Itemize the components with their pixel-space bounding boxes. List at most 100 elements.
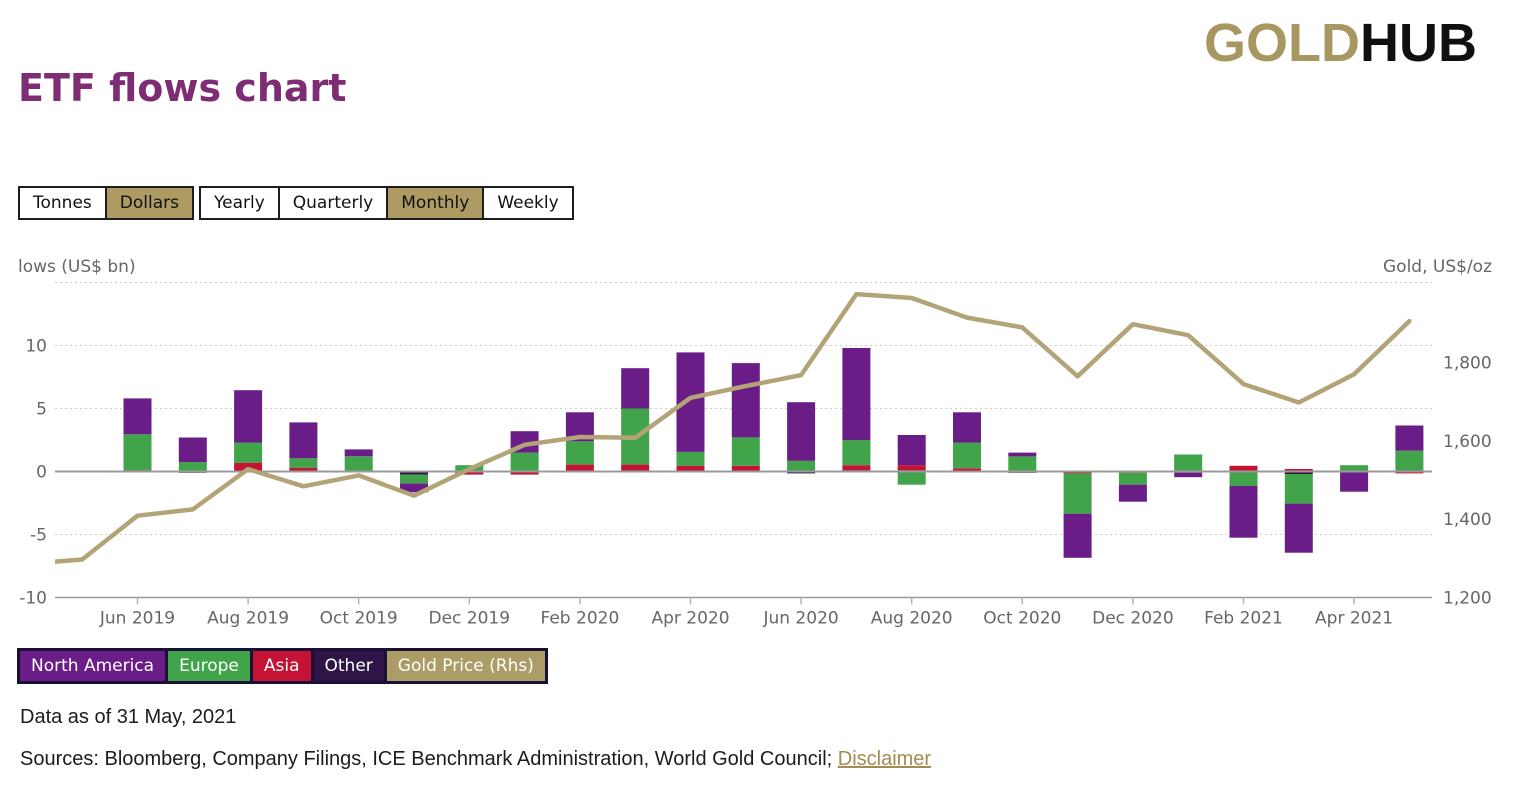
bar-north-america[interactable]	[897, 435, 926, 466]
bar-asia[interactable]	[676, 465, 705, 472]
bar-asia[interactable]	[1118, 471, 1147, 473]
legend-item-gold-price[interactable]: Gold Price (Rhs)	[386, 651, 545, 681]
bar-asia[interactable]	[1229, 465, 1258, 472]
bar-north-america[interactable]	[731, 363, 760, 438]
left-tick-label: 0	[36, 463, 47, 483]
bar-other[interactable]	[1008, 471, 1037, 473]
yearly-button[interactable]: Yearly	[201, 188, 278, 219]
left-axis-title: lows (US$ bn)	[18, 257, 136, 277]
bar-other[interactable]	[787, 471, 816, 474]
bar-north-america[interactable]	[123, 398, 152, 435]
bar-north-america[interactable]	[344, 449, 373, 457]
bar-other[interactable]	[1174, 471, 1203, 473]
bar-asia[interactable]	[510, 471, 539, 475]
bar-north-america[interactable]	[1340, 471, 1369, 492]
bar-north-america[interactable]	[1284, 503, 1313, 553]
legend-item-europe[interactable]: Europe	[168, 651, 250, 681]
bar-north-america[interactable]	[1008, 452, 1037, 457]
x-tick-label: Apr 2020	[651, 609, 729, 629]
bar-europe[interactable]	[178, 462, 207, 472]
x-tick-label: Jun 2020	[762, 609, 838, 629]
bar-europe[interactable]	[1284, 474, 1313, 504]
gold-price-line[interactable]	[27, 291, 1412, 564]
left-tick-label: 10	[25, 337, 47, 357]
bar-europe[interactable]	[289, 458, 318, 468]
bar-north-america[interactable]	[234, 390, 263, 443]
bar-north-america[interactable]	[621, 368, 650, 409]
weekly-button[interactable]: Weekly	[484, 188, 572, 219]
bar-europe[interactable]	[344, 456, 373, 472]
bar-europe[interactable]	[400, 474, 428, 484]
bar-asia[interactable]	[1284, 469, 1313, 472]
bar-europe[interactable]	[1063, 473, 1092, 514]
legend-item-other[interactable]: Other	[313, 651, 384, 681]
bar-other[interactable]	[178, 471, 207, 473]
bar-europe[interactable]	[842, 440, 871, 466]
legend-item-asia[interactable]: Asia	[252, 651, 311, 681]
bar-north-america[interactable]	[1395, 425, 1424, 451]
bar-north-america[interactable]	[289, 422, 318, 459]
bar-europe[interactable]	[953, 442, 981, 469]
bar-asia[interactable]	[1063, 471, 1092, 474]
bar-asia[interactable]	[842, 465, 871, 471]
bar-north-america[interactable]	[787, 402, 816, 461]
page-title: ETF flows chart	[18, 66, 347, 110]
x-tick-label: Dec 2020	[1092, 609, 1174, 629]
bar-north-america[interactable]	[178, 437, 207, 463]
bar-asia[interactable]	[455, 471, 484, 475]
bar-other[interactable]	[400, 471, 428, 475]
disclaimer-link[interactable]: Disclaimer	[837, 748, 932, 770]
bar-europe[interactable]	[565, 441, 594, 465]
x-tick-label: Feb 2021	[1204, 609, 1283, 629]
x-tick-label: Dec 2019	[429, 609, 511, 629]
bar-asia[interactable]	[289, 467, 318, 472]
bar-asia[interactable]	[621, 464, 650, 471]
x-tick-label: Aug 2019	[207, 609, 289, 629]
bar-europe[interactable]	[1008, 456, 1037, 472]
bar-other[interactable]	[1284, 471, 1313, 475]
bar-europe[interactable]	[897, 471, 926, 485]
bar-asia[interactable]	[897, 465, 926, 471]
bar-europe[interactable]	[1229, 471, 1258, 487]
bar-europe[interactable]	[234, 442, 263, 463]
bar-europe[interactable]	[1340, 465, 1369, 472]
bar-europe[interactable]	[123, 434, 152, 471]
bar-europe[interactable]	[787, 460, 816, 472]
bar-europe[interactable]	[676, 452, 705, 466]
bar-europe[interactable]	[510, 452, 539, 472]
left-tick-label: -10	[19, 589, 47, 609]
bar-north-america[interactable]	[1063, 513, 1092, 558]
bar-north-america[interactable]	[1229, 486, 1258, 538]
right-tick-label: 1,800	[1443, 354, 1492, 374]
bar-north-america[interactable]	[842, 348, 871, 440]
bar-asia[interactable]	[953, 468, 981, 472]
tonnes-button[interactable]: Tonnes	[20, 188, 105, 219]
bar-asia[interactable]	[1395, 471, 1424, 474]
right-tick-label: 1,600	[1443, 432, 1492, 452]
bar-europe[interactable]	[1395, 450, 1424, 471]
bar-other[interactable]	[621, 470, 650, 472]
unit-toggle-group: Tonnes Dollars	[18, 186, 194, 221]
legend-item-north-america[interactable]: North America	[20, 651, 166, 681]
bar-north-america[interactable]	[1174, 472, 1203, 478]
sources-line: Sources: Bloomberg, Company Filings, ICE…	[20, 748, 931, 771]
bar-europe[interactable]	[1174, 454, 1203, 472]
x-tick-label: Aug 2020	[871, 609, 953, 629]
bar-asia[interactable]	[565, 464, 594, 472]
bar-other[interactable]	[1395, 470, 1424, 472]
bar-europe[interactable]	[731, 437, 760, 466]
bar-north-america[interactable]	[1118, 484, 1147, 502]
x-tick-label: Apr 2021	[1315, 609, 1393, 629]
x-tick-label: Oct 2020	[983, 609, 1061, 629]
bar-other[interactable]	[842, 470, 871, 472]
quarterly-button[interactable]: Quarterly	[279, 188, 387, 219]
bar-north-america[interactable]	[400, 483, 428, 493]
bar-europe[interactable]	[1118, 472, 1147, 485]
dollars-button[interactable]: Dollars	[106, 188, 192, 219]
bar-asia[interactable]	[731, 465, 760, 472]
bar-asia[interactable]	[123, 470, 152, 472]
goldhub-logo[interactable]: GOLDHUB	[1204, 12, 1477, 74]
bar-north-america[interactable]	[953, 412, 981, 443]
monthly-button[interactable]: Monthly	[388, 188, 483, 219]
bar-other[interactable]	[897, 470, 926, 472]
